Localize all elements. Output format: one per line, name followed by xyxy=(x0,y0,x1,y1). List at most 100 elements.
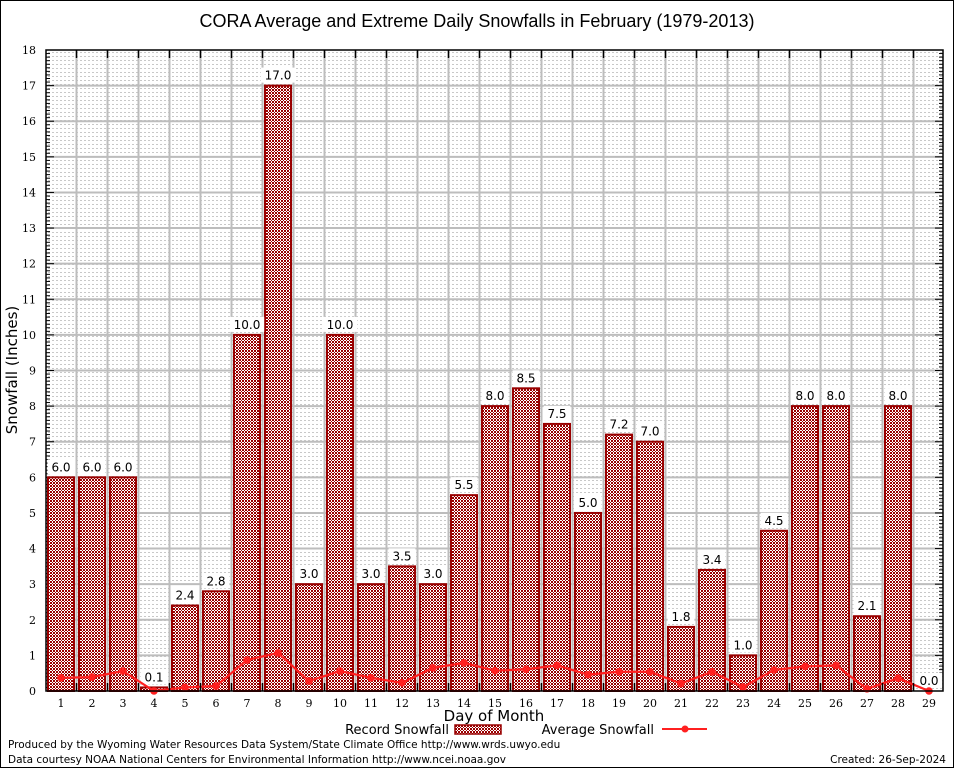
average-point-day-1 xyxy=(57,674,65,682)
y-tick-label: 0 xyxy=(29,685,36,698)
bar-label: 10.0 xyxy=(234,318,261,332)
x-tick-label: 20 xyxy=(643,697,657,710)
average-point-day-18 xyxy=(584,670,592,679)
legend-marker-average xyxy=(681,725,689,733)
x-tick-label: 23 xyxy=(736,697,750,710)
bar-label-bg xyxy=(884,388,912,404)
average-point-day-14 xyxy=(460,659,468,667)
average-point-day-17 xyxy=(553,661,561,670)
x-tick-label: 16 xyxy=(519,697,533,710)
bar-label: 3.0 xyxy=(299,567,318,581)
average-point-day-3 xyxy=(119,667,127,675)
bar-label: 6.0 xyxy=(82,460,101,474)
x-axis-label: Day of Month xyxy=(444,707,545,725)
bar-label: 6.0 xyxy=(51,460,70,474)
bar-day-2 xyxy=(78,476,106,693)
average-point-day-5 xyxy=(181,683,189,692)
bar-labels: 6.0 6.0 6.0 0.1 2.4 2.8 10.0 17.0 3.0 10.0 3.0 3.5 3… xyxy=(47,67,943,688)
y-tick-label: 9 xyxy=(29,365,36,378)
y-tick-label: 16 xyxy=(22,115,36,128)
x-tick-label: 8 xyxy=(275,697,282,710)
bar-day-10 xyxy=(326,333,354,692)
average-point-day-19 xyxy=(615,667,623,676)
bar-day-5 xyxy=(171,604,199,692)
legend-swatch-record xyxy=(454,724,502,735)
x-tick-label: 11 xyxy=(364,697,378,710)
bar-label-bg xyxy=(791,388,819,404)
bar-label: 3.4 xyxy=(702,553,721,567)
bar-day-24 xyxy=(760,529,788,692)
bar-label-bg xyxy=(760,512,788,528)
x-tick-label: 2 xyxy=(89,697,96,710)
bar-label-bg xyxy=(450,477,478,493)
bar-day-23 xyxy=(729,654,757,693)
bar-label: 17.0 xyxy=(265,69,292,83)
bar-label: 3.5 xyxy=(392,549,411,563)
y-tick-label: 2 xyxy=(29,614,36,627)
x-tick-label: 26 xyxy=(829,697,843,710)
x-tick-label: 21 xyxy=(674,697,688,710)
bar-day-16 xyxy=(512,387,540,692)
average-point-day-10 xyxy=(336,667,344,675)
bar-day-25 xyxy=(791,405,819,692)
bar-day-20 xyxy=(636,440,664,692)
bars xyxy=(47,84,912,693)
bar-label-bg xyxy=(822,388,850,404)
bar-label: 5.5 xyxy=(454,478,473,492)
x-tick-label: 6 xyxy=(213,697,220,710)
bar-label: 10.0 xyxy=(327,318,354,332)
y-tick-label: 13 xyxy=(22,222,36,235)
x-tick-label: 5 xyxy=(182,697,189,710)
bar-label-bg xyxy=(140,669,168,685)
bar-label-bg xyxy=(574,494,602,510)
bar-label: 8.0 xyxy=(888,389,907,403)
x-tick-label: 15 xyxy=(488,697,502,710)
x-tick-label: 10 xyxy=(333,697,347,710)
x-tick-label: 27 xyxy=(860,697,874,710)
y-tick-label: 17 xyxy=(22,80,36,93)
bar-label-bg xyxy=(78,459,106,475)
bar-label: 7.5 xyxy=(547,407,566,421)
bar-day-26 xyxy=(822,405,850,692)
x-tick-label: 7 xyxy=(244,697,251,710)
bar-day-11 xyxy=(357,583,385,693)
bar-day-8 xyxy=(264,84,292,693)
average-point-day-28 xyxy=(894,674,902,682)
bar-label: 0.0 xyxy=(919,674,938,688)
bar-label-bg xyxy=(202,573,230,589)
bar-label: 8.0 xyxy=(485,389,504,403)
average-point-day-16 xyxy=(522,665,530,674)
y-tick-label: 8 xyxy=(29,400,36,413)
bar-day-3 xyxy=(109,476,137,693)
average-point-day-9 xyxy=(305,677,313,685)
y-tick-label: 6 xyxy=(29,471,36,484)
bar-label-bg xyxy=(667,608,695,624)
bar-day-19 xyxy=(605,433,633,692)
bar-label-bg xyxy=(47,459,75,475)
y-axis-label: Snowfall (Inches) xyxy=(3,306,21,434)
footer-data-courtesy: Data courtesy NOAA National Centers for … xyxy=(8,754,506,766)
bar-label-bg xyxy=(481,388,509,404)
bar-label: 1.0 xyxy=(733,638,752,652)
bar-day-28 xyxy=(884,405,912,692)
x-tick-label: 29 xyxy=(922,697,936,710)
y-tick-label: 3 xyxy=(29,578,36,591)
y-tick-label: 7 xyxy=(29,436,36,449)
x-tick-label: 4 xyxy=(151,697,158,710)
bar-label: 2.1 xyxy=(857,599,876,613)
x-tick-label: 13 xyxy=(426,697,440,710)
average-point-day-8 xyxy=(274,649,282,657)
bar-label-bg xyxy=(698,551,726,567)
bar-label: 2.8 xyxy=(206,574,225,588)
y-tick-label: 12 xyxy=(22,258,36,271)
bar-label-bg xyxy=(915,673,943,688)
plot-border xyxy=(45,49,944,692)
bar-day-7 xyxy=(233,333,261,692)
bar-label: 2.4 xyxy=(175,589,194,603)
bar-day-13 xyxy=(419,583,447,693)
x-tick-label: 22 xyxy=(705,697,719,710)
bar-label-bg xyxy=(260,67,296,83)
bar-label-bg xyxy=(171,587,199,603)
footer-produced-by: Produced by the Wyoming Water Resources … xyxy=(8,739,560,751)
